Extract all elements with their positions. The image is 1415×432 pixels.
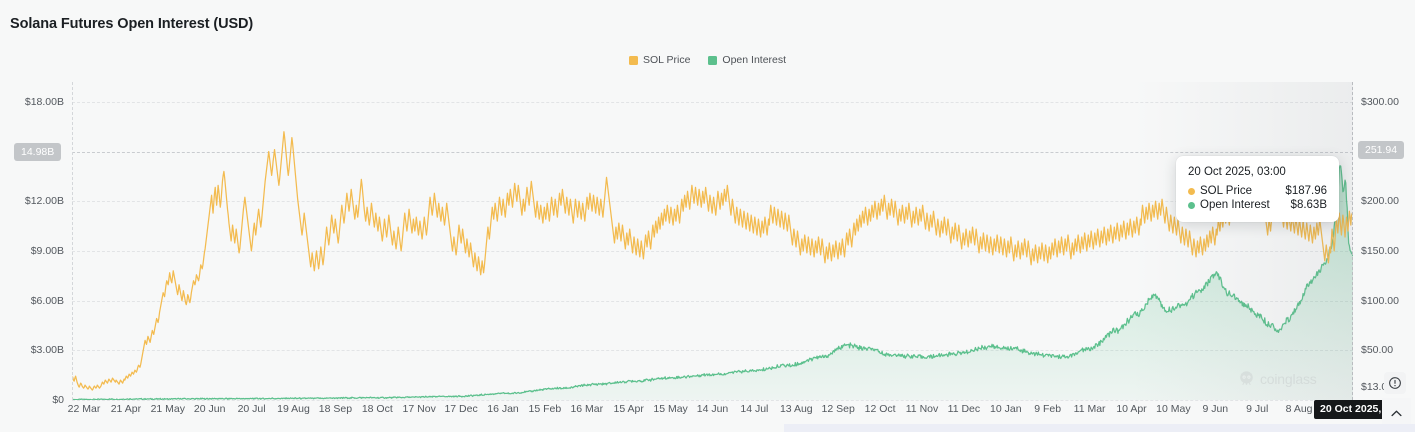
chevron-up-icon [1391, 410, 1402, 416]
y-axis-right-label: $150.00 [1361, 244, 1399, 257]
x-axis-label: 10 Jan [990, 403, 1022, 415]
plot-series-layer [72, 82, 1353, 400]
tooltip-dot-sol-price [1188, 187, 1195, 195]
bottom-strip-panel [784, 424, 1415, 432]
x-axis-label: 11 Nov [905, 403, 939, 415]
x-axis-label: 22 Mar [67, 403, 101, 415]
x-axis-label: 10 Apr [1116, 403, 1147, 415]
y-axis-left-marker-badge: 14.98B [14, 142, 62, 161]
legend-item-open-interest[interactable]: Open Interest [708, 54, 786, 66]
x-axis-label: 16 Mar [570, 403, 604, 415]
y-axis-left-label: $18.00B [24, 95, 64, 108]
gridline-left-5 [72, 101, 1353, 103]
legend-label-open-interest: Open Interest [722, 54, 787, 66]
crosshair-line [1352, 82, 1353, 400]
chart-legend: SOL Price Open Interest [0, 54, 1415, 66]
tooltip-date: 20 Oct 2025, 03:00 [1188, 166, 1286, 178]
x-axis-label: 15 Apr [613, 403, 644, 415]
tooltip-row-sol-price: SOL Price $187.96 [1188, 185, 1327, 197]
legend-swatch-sol-price [628, 55, 638, 65]
x-axis-label: 20 Jul [237, 403, 266, 415]
y-axis-left-label: $6.00B [30, 294, 64, 307]
info-icon[interactable] [1384, 372, 1406, 394]
tooltip-value-open-interest: $8.63B [1290, 199, 1327, 211]
y-axis-right-label: $50.00 [1361, 344, 1394, 357]
x-axis-label: 18 Oct [361, 403, 393, 415]
x-axis-label: 17 Nov [402, 403, 436, 415]
x-axis-label: 13 Aug [779, 403, 813, 415]
x-axis-label: 21 Apr [110, 403, 142, 415]
x-axis-tooltip: 20 Oct 2025, 03: [1314, 400, 1400, 419]
y-axis-right-label: $300.00 [1361, 95, 1399, 108]
y-axis-right-marker-badge: 251.94 [1358, 140, 1405, 159]
y-axis-right-label: $100.00 [1361, 294, 1399, 307]
x-axis-label: 15 May [653, 403, 688, 415]
tooltip-label-sol-price: SOL Price [1200, 185, 1252, 197]
x-axis-label: 10 May [1156, 403, 1191, 415]
x-axis: 22 Mar 21 Apr 21 May 20 Jun 20 Jul 19 Aug 18 S… [68, 403, 1358, 421]
chart-svg [72, 82, 1353, 400]
x-axis-label: 11 Mar [1073, 403, 1106, 415]
gridline-left-2 [72, 300, 1353, 302]
plot-left-edge [72, 82, 73, 400]
x-axis-label: 12 Sep [821, 403, 855, 415]
gridline-marker [72, 151, 1353, 153]
tooltip-row-open-interest: Open Interest $8.63B [1188, 199, 1327, 211]
x-axis-label: 16 Jan [487, 403, 519, 415]
exclamation-circle-icon [1389, 377, 1401, 389]
x-axis-label: 12 Oct [864, 403, 896, 415]
plot-area[interactable] [72, 82, 1353, 401]
legend-swatch-open-interest [708, 55, 718, 65]
x-axis-label: 18 Sep [318, 403, 353, 415]
x-axis-label: 17 Dec [444, 403, 478, 415]
gridline-left-3 [72, 250, 1353, 252]
gridline-left-1 [72, 350, 1353, 352]
page-bottom-strip [0, 424, 1415, 432]
x-axis-label: 9 Feb [1034, 403, 1062, 415]
scroll-to-top-button[interactable] [1382, 398, 1411, 428]
tooltip-dot-open-interest [1188, 201, 1195, 209]
x-axis-label: 11 Dec [947, 403, 981, 415]
page-title: Solana Futures Open Interest (USD) [10, 16, 254, 32]
x-axis-label: 14 Jun [696, 403, 729, 415]
x-axis-label: 21 May [150, 403, 186, 415]
legend-label-sol-price: SOL Price [642, 54, 691, 66]
x-axis-label: 8 Aug [1285, 403, 1313, 415]
x-axis-label: 9 Jun [1202, 403, 1229, 415]
y-axis-left-label: $9.00B [30, 244, 64, 257]
tooltip-value-sol-price: $187.96 [1285, 185, 1327, 197]
x-axis-label: 14 Jul [740, 403, 769, 415]
tooltip-label-open-interest: Open Interest [1200, 199, 1270, 211]
x-axis-label: 19 Aug [277, 403, 310, 415]
x-axis-label: 20 Jun [193, 403, 226, 415]
x-axis-label: 15 Feb [528, 403, 562, 415]
legend-item-sol-price[interactable]: SOL Price [628, 54, 691, 66]
y-axis-left-label: $12.00B [24, 195, 64, 208]
chart-tooltip: 20 Oct 2025, 03:00 SOL Price $187.96 Ope… [1176, 156, 1339, 222]
gridline-left-0 [72, 400, 1353, 401]
y-axis-right-label: $200.00 [1361, 195, 1399, 208]
x-axis-label: 9 Jul [1246, 403, 1269, 415]
y-axis-left-label: $3.00B [30, 344, 64, 357]
gridline-left-4 [72, 201, 1353, 203]
y-axis-left-label: $0 [52, 394, 64, 406]
y-axis-right-label-extra: $13.0 [1361, 381, 1388, 394]
